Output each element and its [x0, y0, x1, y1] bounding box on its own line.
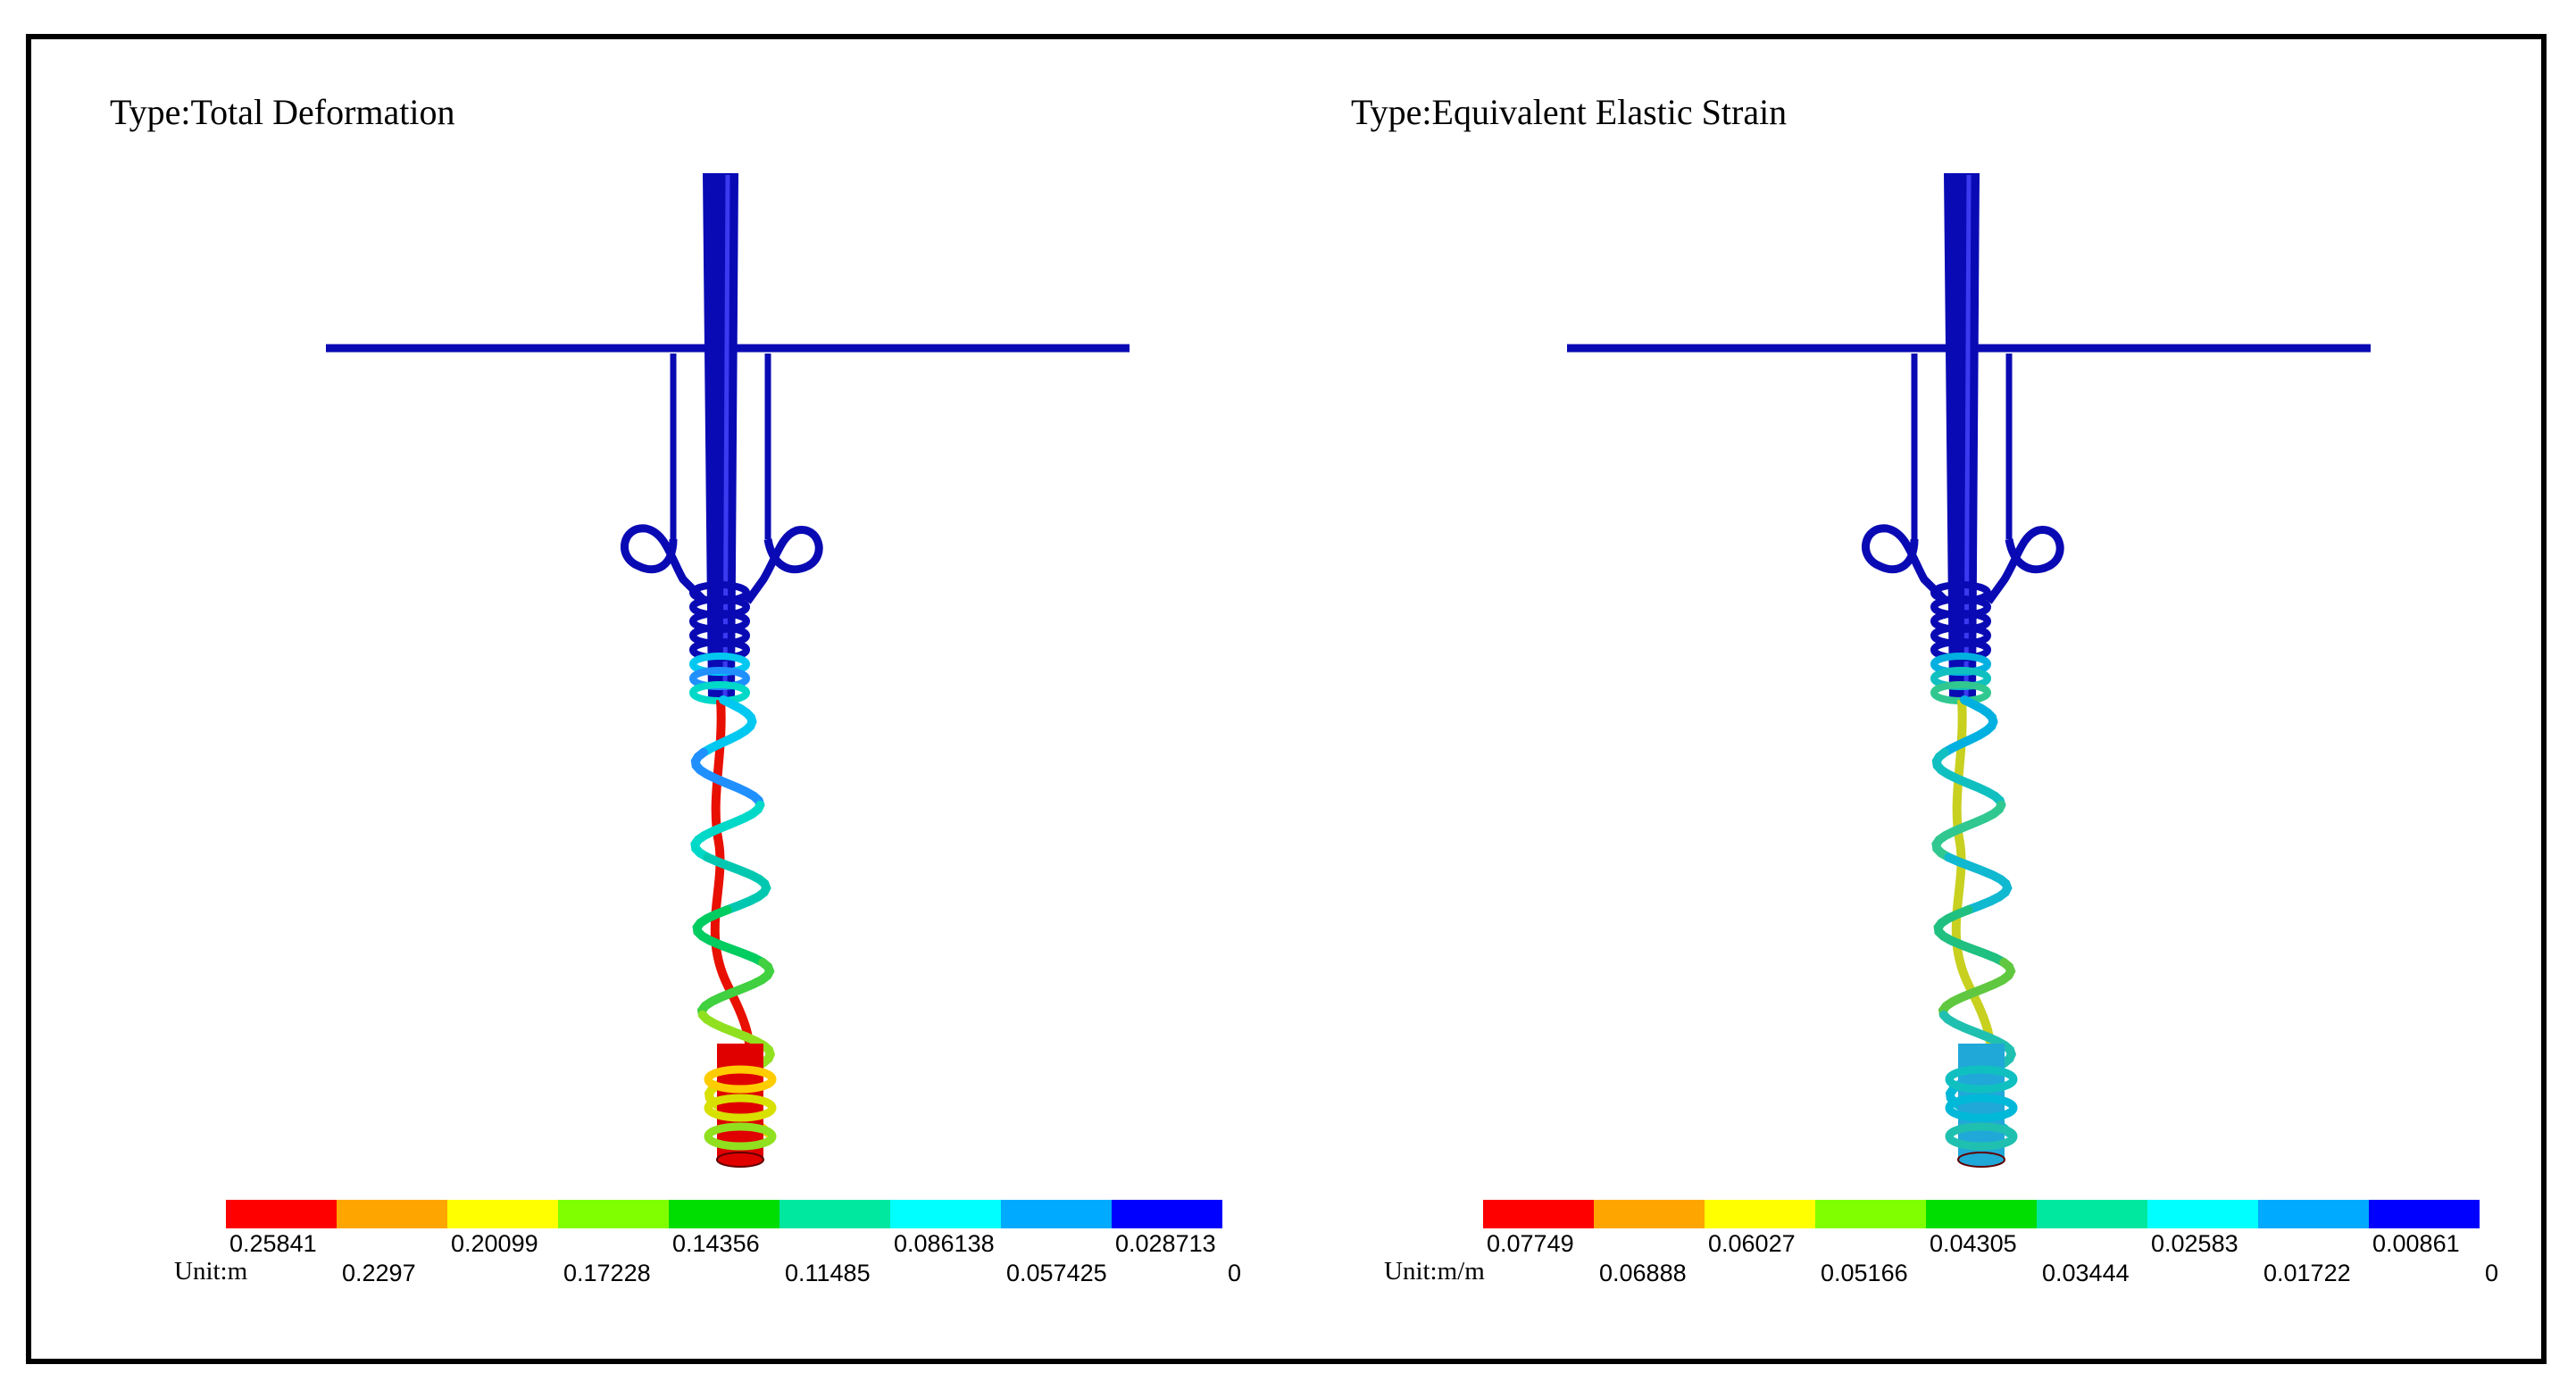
tube-coil-winding — [704, 1065, 777, 1094]
legend-swatch — [1001, 1200, 1112, 1228]
left-hook — [1862, 524, 1950, 605]
unit-label: Unit:m/m — [1384, 1257, 1485, 1286]
main-rod-highlight — [1963, 174, 1972, 699]
legend-label-top: 0.028713 — [1115, 1230, 1216, 1257]
legend-swatch — [226, 1200, 337, 1228]
figure-frame: Type:Total Deformation 0.25841 0.20099 0.1… — [26, 34, 2547, 1364]
legend-swatch — [2369, 1200, 2480, 1228]
deformation-model — [326, 173, 1130, 1168]
tube-coil-winding — [1945, 1122, 2018, 1151]
legend-label-bottom: 0.06888 — [1599, 1260, 1687, 1286]
main-rod-highlight — [722, 174, 730, 699]
legend-swatch — [1594, 1200, 1705, 1228]
legend-swatch — [1483, 1200, 1594, 1228]
legend-swatch — [447, 1200, 558, 1228]
legend-label-top: 0.00861 — [2372, 1230, 2460, 1257]
panel-title: Type:Total Deformation — [110, 92, 455, 132]
spring-segment — [1933, 905, 2009, 967]
spring-segment — [703, 853, 771, 915]
legend-swatch — [337, 1200, 447, 1228]
tube-coil-winding — [704, 1122, 777, 1151]
legend-label-bottom: 0 — [1228, 1260, 1242, 1286]
legend-label-bottom: 0 — [2485, 1260, 2499, 1286]
spring-segment — [1931, 800, 2006, 862]
spring-segment — [1940, 695, 1998, 757]
legend-swatch — [558, 1200, 669, 1228]
legend-swatch — [2037, 1200, 2147, 1228]
unit-label: Unit:m — [174, 1257, 248, 1286]
right-hook — [1985, 526, 2064, 604]
right-hook — [744, 526, 823, 604]
legend-label-top: 0.086138 — [894, 1230, 995, 1257]
legend-label-bottom: 0.17228 — [563, 1260, 651, 1286]
legend-label-top: 0.14356 — [672, 1230, 760, 1257]
panel-elastic-strain: Type:Equivalent Elastic Strain 0.07749 0.… — [1308, 39, 2558, 1361]
spring-segment — [699, 695, 757, 757]
strain-model — [1567, 173, 2371, 1168]
legend-label-top: 0.02583 — [2151, 1230, 2238, 1257]
legend-label-bottom: 0.2297 — [342, 1260, 416, 1286]
legend-swatch — [2147, 1200, 2258, 1228]
bottom-tube-end — [1957, 1152, 2005, 1168]
legend-swatch — [2258, 1200, 2369, 1228]
legend-swatch — [669, 1200, 779, 1228]
legend-label-bottom: 0.03444 — [2042, 1260, 2130, 1286]
legend-label-top: 0.06027 — [1708, 1230, 1796, 1257]
inner-wire — [1951, 699, 1997, 1076]
spring-segment — [1938, 958, 2016, 1019]
legend-swatch — [779, 1200, 890, 1228]
legend-swatch — [1926, 1200, 2037, 1228]
legend-label-bottom: 0.01722 — [2263, 1260, 2351, 1286]
legend-label-top: 0.20099 — [451, 1230, 538, 1257]
tube-coil-winding — [704, 1094, 777, 1122]
spring-segment — [1944, 853, 2013, 915]
legend-label-bottom: 0.11485 — [785, 1260, 871, 1286]
panel-total-deformation: Type:Total Deformation 0.25841 0.20099 0.1… — [67, 39, 1317, 1361]
tube-coil-winding — [1945, 1065, 2018, 1094]
main-rod — [1944, 173, 1980, 700]
tube-coil-winding — [1945, 1094, 2018, 1122]
spring-segment — [1931, 747, 2006, 810]
legend-swatch — [1112, 1200, 1222, 1228]
legend-swatch — [1705, 1200, 1815, 1228]
legend-swatch — [890, 1200, 1001, 1228]
left-hook — [621, 524, 709, 605]
spring-segment — [697, 1010, 776, 1072]
legend-label-bottom: 0.057425 — [1006, 1260, 1107, 1286]
spring-segment — [1938, 1010, 2017, 1072]
legend-label-bottom: 0.05166 — [1821, 1260, 1908, 1286]
panel-title: Type:Equivalent Elastic Strain — [1351, 92, 1788, 132]
main-rod — [703, 173, 738, 700]
spring-segment — [696, 958, 775, 1019]
spring-segment — [690, 800, 765, 862]
inner-wire — [710, 699, 755, 1076]
legend-label-top: 0.07749 — [1487, 1230, 1574, 1257]
legend-label-top: 0.25841 — [229, 1230, 317, 1257]
bottom-tube-end — [716, 1152, 764, 1168]
legend-swatch — [1815, 1200, 1926, 1228]
spring-segment — [690, 747, 765, 810]
spring-segment — [692, 905, 768, 967]
legend-label-top: 0.04305 — [1930, 1230, 2017, 1257]
